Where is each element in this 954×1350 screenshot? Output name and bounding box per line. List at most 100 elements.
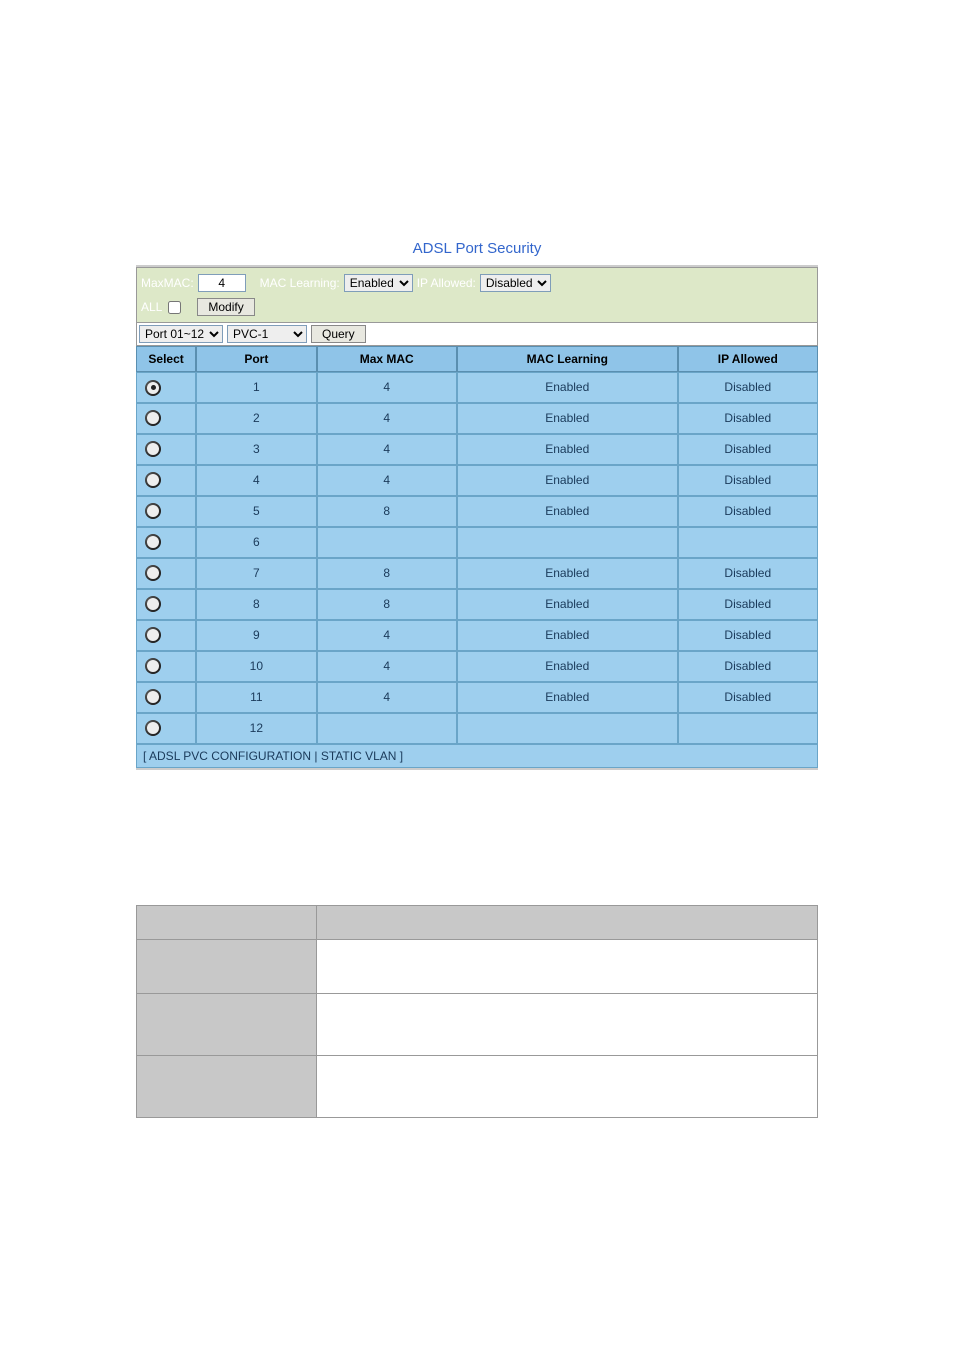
radio-icon[interactable] [145, 534, 161, 550]
maxmac-label: MaxMAC: [141, 276, 194, 290]
row-select-cell[interactable] [136, 527, 196, 558]
maclearning-cell: Enabled [457, 558, 678, 589]
lower-row2-desc [317, 993, 818, 1055]
radio-icon[interactable] [145, 565, 161, 581]
ipallowed-select[interactable]: Disabled [480, 274, 551, 292]
maclearning-cell: Enabled [457, 465, 678, 496]
port-cell: 9 [196, 620, 316, 651]
ipallowed-cell: Disabled [678, 496, 818, 527]
row-select-cell[interactable] [136, 589, 196, 620]
maclearning-cell [457, 713, 678, 744]
radio-icon[interactable] [145, 472, 161, 488]
row-select-cell[interactable] [136, 496, 196, 527]
maclearning-select[interactable]: Enabled [344, 274, 413, 292]
port-range-select[interactable]: Port 01~12 [139, 325, 223, 343]
maxmac-cell: 4 [317, 651, 457, 682]
maclearning-cell: Enabled [457, 620, 678, 651]
page-title: ADSL Port Security [136, 240, 818, 257]
port-cell: 6 [196, 527, 316, 558]
maclearning-cell: Enabled [457, 589, 678, 620]
table-row: 24EnabledDisabled [136, 403, 818, 434]
port-cell: 4 [196, 465, 316, 496]
radio-icon[interactable] [145, 627, 161, 643]
table-row: 94EnabledDisabled [136, 620, 818, 651]
radio-icon[interactable] [145, 503, 161, 519]
radio-icon[interactable] [145, 410, 161, 426]
port-security-panel: MaxMAC: MAC Learning: Enabled IP Allowed… [136, 265, 818, 770]
maclearning-cell: Enabled [457, 372, 678, 403]
maxmac-cell: 4 [317, 682, 457, 713]
ipallowed-cell: Disabled [678, 372, 818, 403]
maclearning-label: MAC Learning: [260, 276, 340, 290]
ipallowed-cell: Disabled [678, 589, 818, 620]
maxmac-cell: 8 [317, 496, 457, 527]
ipallowed-label: IP Allowed: [417, 276, 476, 290]
radio-icon[interactable] [145, 658, 161, 674]
table-row: 104EnabledDisabled [136, 651, 818, 682]
lower-description-table [136, 905, 818, 1118]
maclearning-cell: Enabled [457, 651, 678, 682]
port-cell: 8 [196, 589, 316, 620]
row-select-cell[interactable] [136, 651, 196, 682]
table-row: 88EnabledDisabled [136, 589, 818, 620]
col-select-header: Select [136, 346, 196, 372]
radio-icon[interactable] [145, 380, 161, 396]
lower-row2-label [137, 993, 317, 1055]
ipallowed-cell: Disabled [678, 434, 818, 465]
maxmac-cell: 8 [317, 589, 457, 620]
maxmac-cell [317, 713, 457, 744]
maxmac-cell: 4 [317, 372, 457, 403]
footer-links: [ ADSL PVC CONFIGURATION | STATIC VLAN ] [136, 744, 818, 768]
all-label: ALL [141, 300, 162, 314]
maclearning-cell [457, 527, 678, 558]
row-select-cell[interactable] [136, 465, 196, 496]
port-cell: 2 [196, 403, 316, 434]
table-row: 114EnabledDisabled [136, 682, 818, 713]
ipallowed-cell: Disabled [678, 465, 818, 496]
row-select-cell[interactable] [136, 682, 196, 713]
col-port-header: Port [196, 346, 316, 372]
footer-sep: | [311, 749, 321, 763]
radio-icon[interactable] [145, 441, 161, 457]
link-static-vlan[interactable]: STATIC VLAN [321, 749, 397, 763]
maxmac-cell: 4 [317, 620, 457, 651]
port-security-table: Select Port Max MAC MAC Learning IP Allo… [136, 346, 818, 744]
radio-icon[interactable] [145, 596, 161, 612]
maclearning-cell: Enabled [457, 434, 678, 465]
port-cell: 11 [196, 682, 316, 713]
pvc-select[interactable]: PVC-1 [227, 325, 307, 343]
port-cell: 7 [196, 558, 316, 589]
maclearning-cell: Enabled [457, 682, 678, 713]
port-cell: 10 [196, 651, 316, 682]
port-cell: 1 [196, 372, 316, 403]
row-select-cell[interactable] [136, 372, 196, 403]
row-select-cell[interactable] [136, 620, 196, 651]
table-row: 34EnabledDisabled [136, 434, 818, 465]
col-maclearning-header: MAC Learning [457, 346, 678, 372]
ipallowed-cell [678, 713, 818, 744]
port-cell: 12 [196, 713, 316, 744]
maxmac-input[interactable] [198, 274, 246, 292]
table-row: 12 [136, 713, 818, 744]
modify-button[interactable]: Modify [197, 298, 254, 316]
row-select-cell[interactable] [136, 434, 196, 465]
radio-icon[interactable] [145, 689, 161, 705]
row-select-cell[interactable] [136, 713, 196, 744]
query-bar: Port 01~12 PVC-1 Query [136, 323, 818, 346]
table-row: 44EnabledDisabled [136, 465, 818, 496]
maxmac-cell [317, 527, 457, 558]
ipallowed-cell [678, 527, 818, 558]
ipallowed-cell: Disabled [678, 558, 818, 589]
radio-icon[interactable] [145, 720, 161, 736]
port-cell: 3 [196, 434, 316, 465]
link-adsl-pvc-config[interactable]: ADSL PVC CONFIGURATION [149, 749, 311, 763]
query-button[interactable]: Query [311, 325, 366, 343]
maclearning-cell: Enabled [457, 403, 678, 434]
ipallowed-cell: Disabled [678, 682, 818, 713]
row-select-cell[interactable] [136, 403, 196, 434]
all-checkbox[interactable] [168, 301, 181, 314]
row-select-cell[interactable] [136, 558, 196, 589]
maxmac-cell: 4 [317, 465, 457, 496]
table-row: 6 [136, 527, 818, 558]
lower-row3-label [137, 1055, 317, 1117]
